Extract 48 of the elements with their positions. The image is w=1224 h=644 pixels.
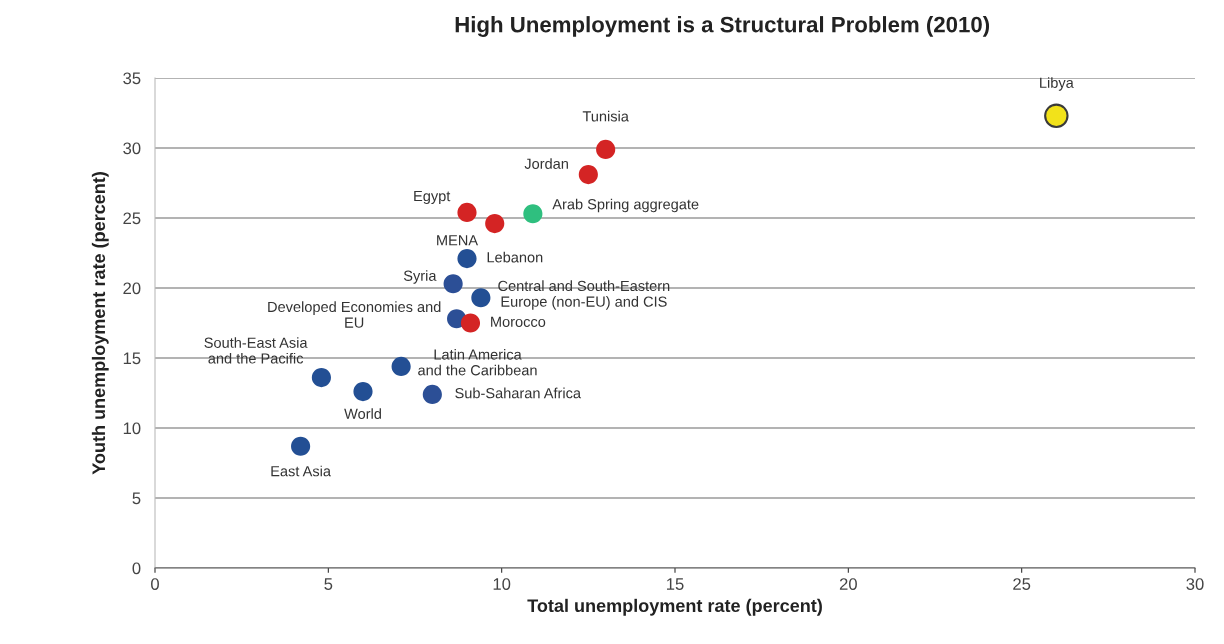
annotation: Morocco	[491, 316, 546, 327]
x-tick-label: 20	[839, 578, 857, 590]
x-tick-label: 15	[667, 578, 684, 590]
annotation: Jordan	[524, 158, 568, 169]
annotation: MENA	[437, 235, 479, 246]
x-tick-label: 5	[324, 578, 333, 590]
x-axis-title: Total unemployment rate (percent)	[527, 598, 822, 616]
point	[596, 139, 616, 159]
y-axis-title: Youth unemployment rate (percent)	[91, 172, 109, 475]
point	[457, 202, 477, 222]
annotation: Arab Spring aggregate	[552, 198, 699, 213]
annotation: World	[344, 408, 381, 419]
annotation: Lebanon	[487, 251, 543, 263]
y-tick-label: 30	[123, 142, 141, 155]
point	[291, 436, 311, 456]
point	[353, 382, 373, 402]
x-tick-label: 10	[493, 578, 511, 590]
annotation: Latin America and the Caribbean	[418, 348, 537, 376]
y-tick-label: 0	[132, 562, 141, 575]
point	[443, 274, 463, 294]
annotation: Egypt	[414, 191, 451, 205]
point	[460, 313, 481, 333]
point	[485, 214, 505, 234]
point	[311, 368, 331, 388]
x-tick-label: 25	[1013, 578, 1031, 590]
point	[422, 384, 442, 404]
annotation: East Asia	[271, 465, 331, 477]
point	[391, 356, 411, 376]
y-tick-label: 25	[123, 212, 141, 225]
annotation: Tunisia	[582, 110, 629, 122]
point	[457, 249, 477, 269]
annotation: Developed Economies and EU	[268, 301, 441, 328]
y-tick-label: 35	[123, 72, 141, 85]
annotation: Syria	[403, 270, 437, 284]
y-tick-label: 15	[123, 352, 141, 365]
y-tick-label: 20	[123, 282, 141, 295]
point	[578, 165, 598, 185]
point	[471, 288, 491, 308]
annotation: Sub-Saharan Africa	[455, 387, 582, 399]
annotation: Central and South-Eastern Europe (non-EU) and CIS	[498, 280, 670, 310]
y-tick-label: 10	[123, 422, 141, 435]
annotation: Libya	[1040, 77, 1074, 91]
chart-title: High Unemployment is a Structural Problem (2010)	[455, 16, 990, 37]
annotation: South-East Asia and the Pacific	[204, 337, 308, 364]
point	[523, 204, 543, 224]
x-tick-label: 0	[151, 578, 159, 590]
y-tick-label: 5	[132, 492, 141, 505]
x-tick-label: 30	[1186, 578, 1204, 590]
